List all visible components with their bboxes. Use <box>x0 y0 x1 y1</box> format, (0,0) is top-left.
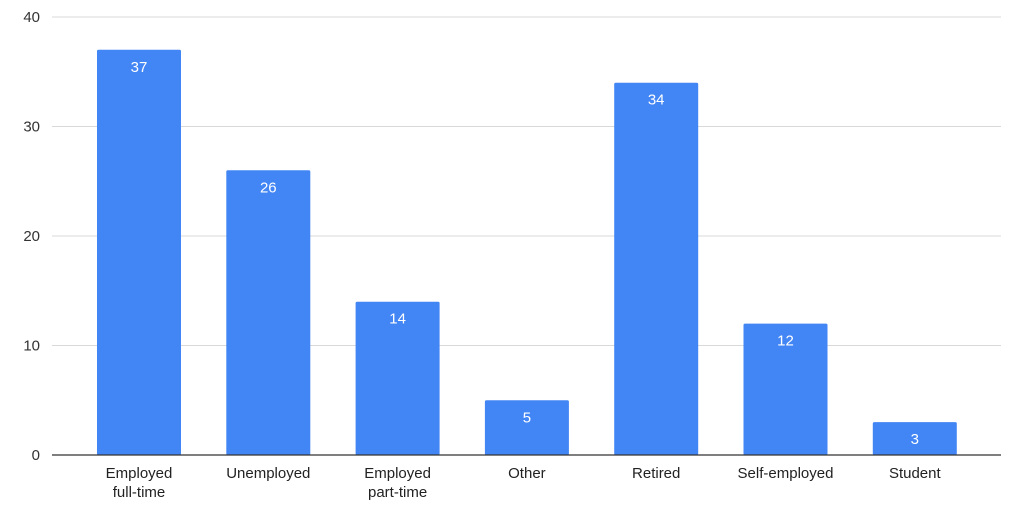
bar-unemployed <box>226 170 311 456</box>
x-tick-label-unemployed: Unemployed <box>226 465 310 482</box>
x-tick-label-employed-full-time-line-2: full-time <box>113 484 166 501</box>
x-tick-label-employed-full-time-line-1: Employed <box>106 465 173 482</box>
bar-value-label-student: 3 <box>911 431 919 448</box>
bar-value-label-employed-part-time: 14 <box>389 311 406 328</box>
x-axis-category-labels: Employed full-time Unemployed Employed part-… <box>106 465 942 501</box>
y-tick-label-20: 20 <box>23 228 40 245</box>
bar-value-label-retired: 34 <box>648 92 665 109</box>
y-tick-label-10: 10 <box>23 338 40 355</box>
bar-value-label-unemployed: 26 <box>260 179 277 196</box>
y-tick-label-30: 30 <box>23 119 40 136</box>
x-tick-label-self-employed: Self-employed <box>738 465 834 482</box>
bar-value-labels: 37 26 14 5 34 12 3 <box>131 59 919 448</box>
bar-self-employed <box>743 323 828 455</box>
x-tick-label-other: Other <box>508 465 546 482</box>
bar-other <box>484 400 569 456</box>
x-tick-label-student: Student <box>889 465 942 482</box>
x-tick-label-employed-part-time-line-2: part-time <box>368 484 427 501</box>
bars <box>97 49 957 456</box>
y-tick-label-40: 40 <box>23 9 40 26</box>
bar-value-label-self-employed: 12 <box>777 333 794 350</box>
x-tick-label-employed-part-time-line-1: Employed <box>364 465 431 482</box>
x-tick-label-retired: Retired <box>632 465 680 482</box>
y-axis-tick-labels: 0 10 20 30 40 <box>23 9 40 464</box>
bar-employed-full-time <box>97 49 181 456</box>
bar-value-label-employed-full-time: 37 <box>131 59 148 76</box>
bar-retired <box>614 82 699 455</box>
y-tick-label-0: 0 <box>32 447 40 464</box>
bar-value-label-other: 5 <box>523 409 531 426</box>
bar-student <box>872 422 957 455</box>
bar-employed-part-time <box>355 301 440 455</box>
gridlines <box>52 16 1001 346</box>
